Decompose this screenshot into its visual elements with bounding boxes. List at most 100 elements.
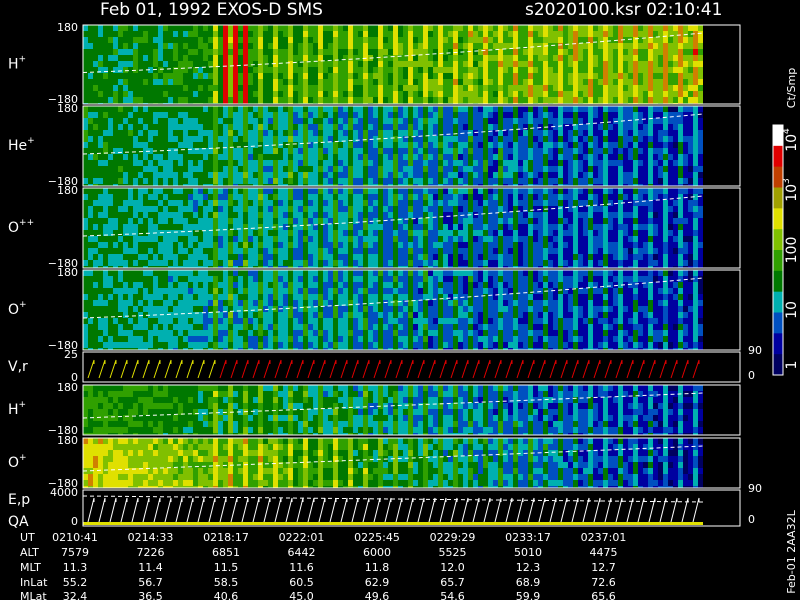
spectrogram-cell: [428, 160, 433, 166]
spectrogram-cell: [333, 79, 338, 85]
spectrogram-cell: [653, 148, 658, 154]
spectrogram-cell: [508, 106, 513, 112]
spectrogram-cell: [468, 37, 473, 43]
spectrogram-cell: [433, 230, 438, 236]
spectrogram-cell: [183, 97, 188, 103]
spectrogram-cell: [583, 31, 588, 37]
spectrogram-cell: [148, 25, 153, 31]
spectrogram-cell: [223, 194, 228, 200]
spectrogram-cell: [158, 166, 163, 172]
spectrogram-cell: [488, 67, 493, 73]
spectrogram-cell: [233, 73, 238, 79]
spectrogram-cell: [93, 212, 98, 218]
spectrogram-cell: [343, 55, 348, 61]
spectrogram-cell: [448, 242, 453, 248]
spectrogram-cell: [518, 154, 523, 160]
spectrogram-cell: [138, 25, 143, 31]
spectrogram-cell: [113, 118, 118, 124]
spectrogram-cell: [563, 178, 568, 184]
spectrogram-cell: [633, 142, 638, 148]
spectrogram-cell: [653, 73, 658, 79]
spectrogram-cell: [148, 118, 153, 124]
spectrogram-cell: [238, 91, 243, 97]
spectrogram-cell: [108, 260, 113, 266]
spectrogram-cell: [398, 61, 403, 67]
spectrogram-cell: [453, 79, 458, 85]
spectrogram-cell: [468, 218, 473, 224]
spectrogram-cell: [228, 61, 233, 67]
spectrogram-cell: [93, 242, 98, 248]
spectrogram-cell: [608, 61, 613, 67]
spectrogram-cell: [613, 230, 618, 236]
spectrogram-cell: [638, 31, 643, 37]
spectrogram-cell: [328, 106, 333, 112]
spectrogram-cell: [313, 43, 318, 49]
spectrogram-cell: [673, 25, 678, 31]
spectrogram-cell: [458, 118, 463, 124]
spectrogram-cell: [563, 218, 568, 224]
spectrogram-cell: [458, 31, 463, 37]
spectrogram-cell: [473, 67, 478, 73]
spectrogram-cell: [258, 248, 263, 254]
spectrogram-cell: [458, 148, 463, 154]
spectrogram-cell: [148, 67, 153, 73]
spectrogram-cell: [428, 37, 433, 43]
spectrogram-cell: [398, 67, 403, 73]
spectrogram-cell: [603, 172, 608, 178]
spectrogram-cell: [493, 67, 498, 73]
spectrogram-cell: [148, 248, 153, 254]
spectrogram-cell: [378, 178, 383, 184]
spectrogram-cell: [313, 61, 318, 67]
spectrogram-cell: [278, 242, 283, 248]
spectrogram-cell: [503, 172, 508, 178]
spectrogram-cell: [253, 194, 258, 200]
spectrogram-cell: [168, 124, 173, 130]
spectrogram-cell: [633, 178, 638, 184]
spectrogram-cell: [303, 218, 308, 224]
spectrogram-cell: [268, 67, 273, 73]
spectrogram-cell: [593, 236, 598, 242]
spectrogram-cell: [428, 178, 433, 184]
spectrogram-cell: [208, 136, 213, 142]
spectrogram-cell: [598, 73, 603, 79]
spectrogram-cell: [118, 31, 123, 37]
spectrogram-cell: [173, 118, 178, 124]
spectrogram-cell: [353, 106, 358, 112]
spectrogram-cell: [673, 97, 678, 103]
spectrogram-cell: [428, 254, 433, 260]
spectrogram-cell: [208, 178, 213, 184]
spectrogram-cell: [358, 106, 363, 112]
spectrogram-cell: [243, 118, 248, 124]
spectrogram-cell: [403, 67, 408, 73]
spectrogram-cell: [278, 73, 283, 79]
spectrogram-cell: [233, 61, 238, 67]
spectrogram-cell: [223, 166, 228, 172]
spectrogram-cell: [128, 200, 133, 206]
spectrogram-cell: [348, 118, 353, 124]
spectrogram-cell: [103, 130, 108, 136]
spectrogram-cell: [663, 67, 668, 73]
spectrogram-cell: [173, 61, 178, 67]
spectrogram-cell: [138, 194, 143, 200]
spectrogram-cell: [238, 79, 243, 85]
spectrogram-cell: [653, 178, 658, 184]
spectrogram-cell: [423, 184, 428, 186]
spectrogram-cell: [303, 49, 308, 55]
spectrogram-cell: [113, 79, 118, 85]
spectrogram-cell: [83, 200, 88, 206]
spectrogram-cell: [563, 73, 568, 79]
spectrogram-cell: [298, 260, 303, 266]
spectrogram-cell: [443, 184, 448, 186]
spectrogram-cell: [613, 160, 618, 166]
spectrogram-cell: [493, 97, 498, 103]
spectrogram-cell: [318, 61, 323, 67]
spectrogram-cell: [523, 118, 528, 124]
spectrogram-cell: [308, 160, 313, 166]
spectrogram-cell: [503, 194, 508, 200]
spectrogram-cell: [438, 55, 443, 61]
spectrogram-cell: [578, 43, 583, 49]
spectrogram-cell: [683, 61, 688, 67]
spectrogram-cell: [413, 148, 418, 154]
spectrogram-cell: [208, 254, 213, 260]
spectrogram-cell: [378, 260, 383, 266]
